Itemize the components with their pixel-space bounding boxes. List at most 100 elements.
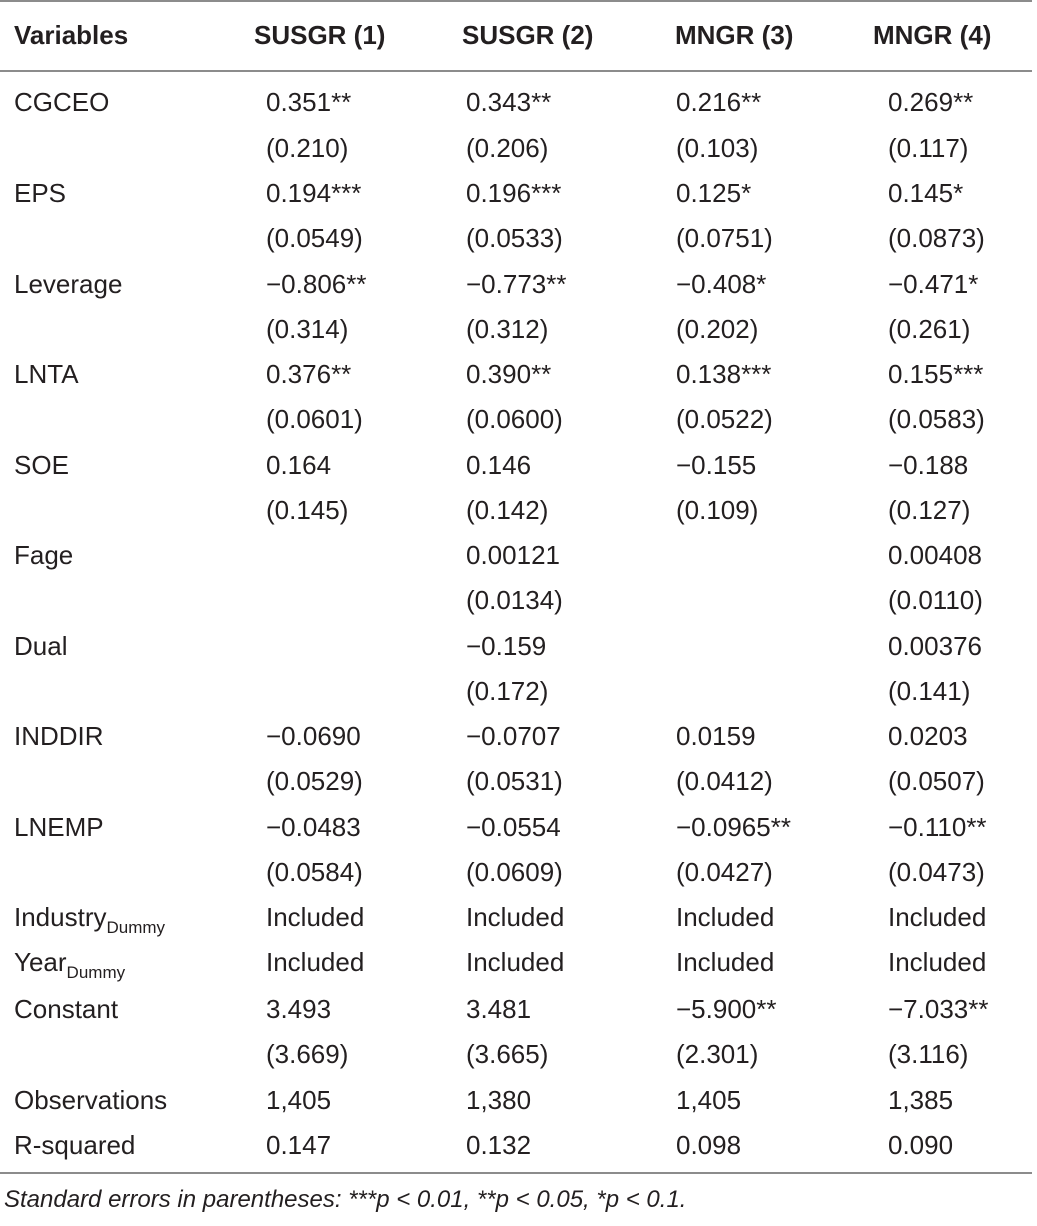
row-label: Observations (14, 1078, 167, 1123)
header-col-2: SUSGR (2) (462, 20, 594, 50)
cell-col-3: Included (676, 902, 775, 932)
cell-col-4: −0.188 (888, 450, 969, 480)
row-label-text: Year (14, 947, 67, 977)
cell-col-2: −0.0707 (466, 721, 561, 751)
cell-col-4: 0.155*** (888, 359, 984, 389)
cell-col-3: 1,405 (676, 1085, 742, 1115)
row-label-text: Fage (14, 540, 74, 570)
cell-col-3: (0.0522) (676, 404, 773, 434)
cell-col-2: 0.132 (466, 1130, 532, 1160)
table-row: Leverage −0.806** −0.773** −0.408* −0.471* (0, 262, 1037, 307)
row-label-text: Leverage (14, 269, 123, 299)
cell-col-3: 0.0159 (676, 721, 756, 751)
cell-col-1: 3.493 (266, 994, 332, 1024)
cell-col-2: 1,380 (466, 1085, 532, 1115)
cell-col-3: 0.138*** (676, 359, 772, 389)
cell-col-1: −0.0690 (266, 721, 361, 751)
cell-col-4: (0.0583) (888, 404, 985, 434)
table-footnote: Standard errors in parentheses: ***p < 0… (4, 1186, 687, 1213)
cell-col-2: 0.390** (466, 359, 552, 389)
table-row: SOE 0.164 0.146 −0.155 −0.188 (0, 443, 1037, 488)
header-col-1: SUSGR (1) (254, 20, 386, 50)
row-label: Fage (14, 533, 73, 578)
row-label-subscript: Dummy (66, 963, 126, 982)
cell-col-1: (0.0529) (266, 766, 363, 796)
cell-col-3: 0.098 (676, 1130, 742, 1160)
row-label-text: Observations (14, 1085, 168, 1115)
row-label: CGCEO (14, 80, 109, 125)
table-row: (0.0529) (0.0531) (0.0412) (0.0507) (0, 759, 1037, 804)
row-label: Leverage (14, 262, 122, 307)
table-row: CGCEO 0.351** 0.343** 0.216** 0.269** (0, 80, 1037, 125)
row-label-text: Dual (14, 631, 68, 661)
table-row: EPS 0.194*** 0.196*** 0.125* 0.145* (0, 171, 1037, 216)
cell-col-4: (0.0507) (888, 766, 985, 796)
row-label: INDDIR (14, 714, 104, 759)
cell-col-1: (0.145) (266, 495, 349, 525)
table-row: (0.0134) (0.0110) (0, 578, 1037, 623)
table-row: (3.669) (3.665) (2.301) (3.116) (0, 1032, 1037, 1077)
cell-col-2: (0.0609) (466, 857, 563, 887)
table-row: R-squared 0.147 0.132 0.098 0.090 (0, 1123, 1037, 1168)
cell-col-4: −0.471* (888, 269, 979, 299)
row-label-subscript: Dummy (106, 918, 166, 937)
cell-col-2: (0.206) (466, 133, 549, 163)
cell-col-1: Included (266, 902, 365, 932)
cell-col-3: (0.202) (676, 314, 759, 344)
cell-col-1: (0.210) (266, 133, 349, 163)
cell-col-4: 0.0203 (888, 721, 968, 751)
cell-col-1: −0.806** (266, 269, 367, 299)
row-label: SOE (14, 443, 69, 488)
table-row: Observations 1,405 1,380 1,405 1,385 (0, 1078, 1037, 1123)
table-row: LNEMP −0.0483 −0.0554 −0.0965** −0.110** (0, 805, 1037, 850)
cell-col-3: (0.109) (676, 495, 759, 525)
table-row: LNTA 0.376** 0.390** 0.138*** 0.155*** (0, 352, 1037, 397)
cell-col-2: 3.481 (466, 994, 532, 1024)
cell-col-2: 0.146 (466, 450, 532, 480)
row-label-text: R-squared (14, 1130, 136, 1160)
cell-col-4: (0.0110) (888, 585, 983, 615)
cell-col-3: (0.0412) (676, 766, 773, 796)
cell-col-3: Included (676, 947, 775, 977)
cell-col-4: 0.269** (888, 87, 974, 117)
cell-col-2: 0.196*** (466, 178, 562, 208)
cell-col-2: (0.312) (466, 314, 549, 344)
table-row: (0.145) (0.142) (0.109) (0.127) (0, 488, 1037, 533)
cell-col-3: −0.408* (676, 269, 767, 299)
row-label-text: CGCEO (14, 87, 110, 117)
row-label: IndustryDummy (14, 895, 165, 943)
cell-col-1: 0.351** (266, 87, 352, 117)
row-label: Dual (14, 624, 67, 669)
cell-col-1: (0.0601) (266, 404, 363, 434)
cell-col-1: (0.314) (266, 314, 349, 344)
header-variables: Variables (14, 20, 129, 50)
cell-col-3: 0.216** (676, 87, 762, 117)
row-label: R-squared (14, 1123, 135, 1168)
cell-col-4: 0.00408 (888, 540, 982, 570)
cell-col-2: 0.343** (466, 87, 552, 117)
cell-col-4: Included (888, 947, 987, 977)
cell-col-2: (3.665) (466, 1039, 549, 1069)
cell-col-2: Included (466, 947, 565, 977)
table-row: (0.314) (0.312) (0.202) (0.261) (0, 307, 1037, 352)
cell-col-1: 1,405 (266, 1085, 332, 1115)
cell-col-1: 0.194*** (266, 178, 362, 208)
cell-col-2: (0.172) (466, 676, 549, 706)
row-label: LNEMP (14, 805, 104, 850)
row-label: Constant (14, 987, 118, 1032)
cell-col-1: (3.669) (266, 1039, 349, 1069)
row-label-text: LNEMP (14, 812, 104, 842)
row-label-text: Constant (14, 994, 119, 1024)
header-col-3: MNGR (3) (675, 20, 794, 50)
table-row: IndustryDummy Included Included Included Inc… (0, 895, 1037, 940)
cell-col-4: −7.033** (888, 994, 989, 1024)
header-rule (0, 70, 1032, 72)
header-col-4: MNGR (4) (873, 20, 992, 50)
row-label-text: LNTA (14, 359, 79, 389)
bottom-rule (0, 1172, 1032, 1174)
table-row: Dual −0.159 0.00376 (0, 624, 1037, 669)
cell-col-4: (0.127) (888, 495, 971, 525)
cell-col-1: 0.376** (266, 359, 352, 389)
row-label-text: SOE (14, 450, 69, 480)
cell-col-3: −0.0965** (676, 812, 791, 842)
